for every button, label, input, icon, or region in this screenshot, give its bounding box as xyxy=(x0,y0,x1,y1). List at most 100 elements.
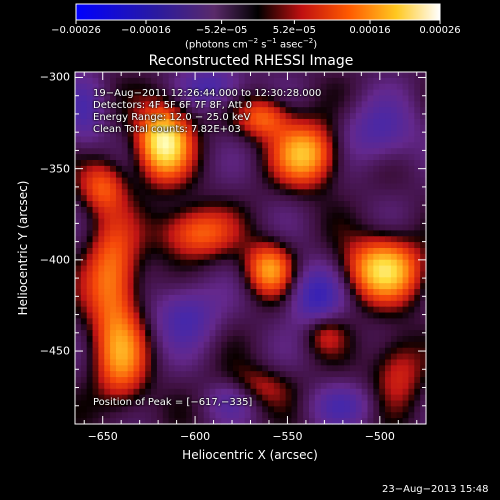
heatmap-cell xyxy=(244,265,252,273)
heatmap-cell xyxy=(75,171,82,179)
heatmap-cell xyxy=(396,95,404,102)
heatmap-cell xyxy=(279,107,287,114)
heatmap-cell xyxy=(104,418,111,425)
heatmap-cell xyxy=(168,306,176,314)
heatmap-cell xyxy=(297,201,304,208)
heatmap-cell xyxy=(133,306,140,314)
heatmap-cell xyxy=(291,406,298,413)
heatmap-cell xyxy=(256,107,263,114)
heatmap-cell xyxy=(168,382,176,390)
heatmap-cell xyxy=(279,72,287,79)
heatmap-cell xyxy=(174,101,181,108)
heatmap-cell xyxy=(256,148,263,155)
heatmap-cell xyxy=(332,294,339,302)
heatmap-cell xyxy=(297,230,304,237)
heatmap-cell xyxy=(355,347,363,355)
heatmap-cell xyxy=(168,265,176,273)
heatmap-cell xyxy=(379,312,386,319)
heatmap-cell xyxy=(268,72,275,79)
heatmap-cell xyxy=(215,242,222,249)
heatmap-cell xyxy=(98,248,105,255)
heatmap-cell xyxy=(285,418,293,425)
heatmap-cell xyxy=(390,371,398,378)
heatmap-cell xyxy=(203,183,211,190)
heatmap-cell xyxy=(180,312,187,319)
heatmap-cell xyxy=(314,336,322,343)
heatmap-cell xyxy=(250,165,257,173)
heatmap-cell xyxy=(285,283,293,290)
heatmap-cell xyxy=(361,154,369,161)
heatmap-cell xyxy=(80,212,88,220)
heatmap-cell xyxy=(180,136,187,143)
heatmap-cell xyxy=(174,300,181,308)
heatmap-cell xyxy=(385,365,392,372)
heatmap-cell xyxy=(349,388,357,396)
heatmap-cell xyxy=(361,171,369,179)
heatmap-cell xyxy=(314,101,322,108)
heatmap-cell xyxy=(390,418,398,425)
heatmap-cell xyxy=(209,347,216,355)
heatmap-cell xyxy=(268,306,275,314)
heatmap-cell xyxy=(379,242,386,249)
heatmap-cell xyxy=(279,324,287,331)
heatmap-cell xyxy=(209,330,216,337)
heatmap-cell xyxy=(197,154,205,161)
heatmap-cell xyxy=(121,294,129,302)
heatmap-cell xyxy=(396,283,404,290)
heatmap-cell xyxy=(139,142,146,149)
heatmap-cell xyxy=(92,148,99,155)
heatmap-cell xyxy=(320,113,328,120)
heatmap-cell xyxy=(291,312,298,319)
heatmap-cell xyxy=(385,124,392,132)
heatmap-cell xyxy=(279,154,287,161)
heatmap-cell xyxy=(390,283,398,290)
heatmap-cell xyxy=(332,324,339,331)
heatmap-cell xyxy=(139,341,146,349)
heatmap-cell xyxy=(139,394,146,402)
heatmap-cell xyxy=(86,142,94,149)
heatmap-cell xyxy=(402,371,410,378)
heatmap-cell xyxy=(151,171,158,179)
heatmap-cell xyxy=(203,189,211,196)
heatmap-cell xyxy=(80,265,88,273)
heatmap-cell xyxy=(192,382,199,390)
heatmap-cell xyxy=(227,277,234,284)
heatmap-cell xyxy=(151,242,158,249)
heatmap-cell xyxy=(127,189,135,196)
heatmap-cell xyxy=(174,382,181,390)
heatmap-cell xyxy=(203,341,211,349)
colorbar-tick-label: 0.00026 xyxy=(419,25,461,36)
heatmap-cell xyxy=(361,277,369,284)
heatmap-cell xyxy=(209,341,216,349)
heatmap-cell xyxy=(303,89,310,97)
heatmap-cell xyxy=(186,201,193,208)
heatmap-cell xyxy=(209,107,216,114)
heatmap-cell xyxy=(186,154,193,161)
heatmap-cell xyxy=(385,195,392,202)
heatmap-cell xyxy=(162,72,170,79)
heatmap-cell xyxy=(262,242,269,249)
heatmap-cell xyxy=(197,400,205,407)
heatmap-cell xyxy=(420,359,427,366)
heatmap-cell xyxy=(414,330,421,337)
heatmap-cell xyxy=(355,72,363,79)
heatmap-cell xyxy=(285,89,293,97)
heatmap-cell xyxy=(115,230,123,237)
heatmap-cell xyxy=(168,83,176,91)
heatmap-cell xyxy=(145,382,152,390)
heatmap-cell xyxy=(279,371,287,378)
heatmap-cell xyxy=(192,107,199,114)
heatmap-cell xyxy=(156,324,164,331)
heatmap-cell xyxy=(75,177,82,185)
heatmap-cell xyxy=(192,224,199,231)
heatmap-cell xyxy=(98,148,105,155)
heatmap-cell xyxy=(133,371,140,378)
heatmap-cell xyxy=(156,124,164,132)
heatmap-cell xyxy=(297,124,304,132)
heatmap-cell xyxy=(420,259,427,267)
heatmap-cell xyxy=(420,101,427,108)
heatmap-cell xyxy=(104,371,111,378)
heatmap-cell xyxy=(414,359,421,366)
heatmap-cell xyxy=(221,353,228,361)
heatmap-cell xyxy=(379,324,386,331)
